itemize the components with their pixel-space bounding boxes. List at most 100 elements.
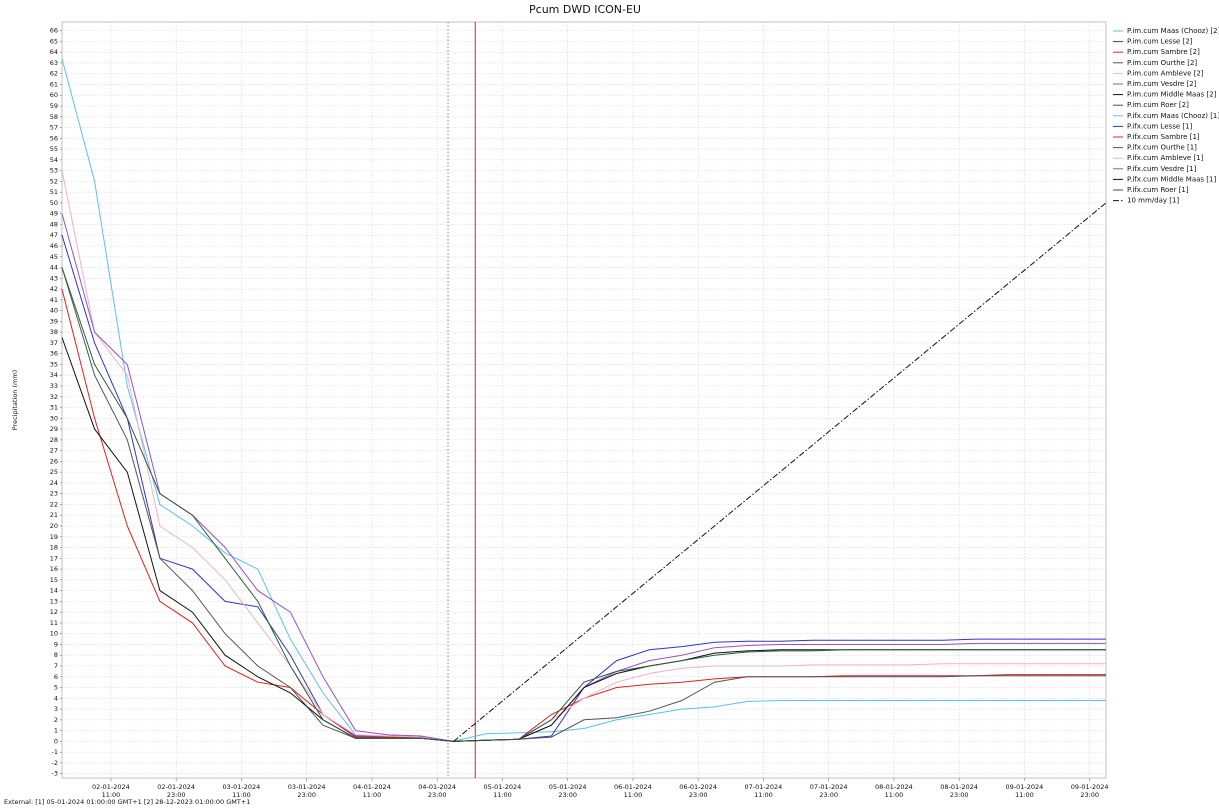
legend-label: P.im.cum Maas (Chooz) [2] [1127, 27, 1219, 35]
y-tick-label: 55 [50, 145, 58, 153]
y-tick-label: 57 [50, 124, 58, 132]
x-tick-label: 23:00 [558, 791, 577, 799]
y-tick-label: 31 [50, 404, 58, 412]
x-tick-label: 04-01-2024 [418, 783, 456, 791]
y-tick-label: 47 [50, 231, 58, 239]
legend-label: P.ifx.cum Sambre [1] [1127, 133, 1200, 141]
series-line [61, 337, 454, 742]
x-tick-label: 06-01-2024 [614, 783, 652, 791]
legend-label: P.im.cum Ourthe [2] [1127, 59, 1197, 67]
y-tick-label: 45 [50, 253, 58, 261]
y-tick-label: 43 [50, 274, 58, 282]
legend-label: P.im.cum Vesdre [2] [1127, 80, 1197, 88]
x-tick-label: 02-01-2024 [157, 783, 195, 791]
y-tick-label: 51 [50, 188, 58, 196]
y-tick-label: 32 [50, 393, 58, 401]
x-tick-label: 23:00 [297, 791, 316, 799]
y-tick-label: 60 [50, 91, 58, 99]
y-tick-label: 12 [50, 608, 58, 616]
y-tick-label: 5 [54, 684, 58, 692]
y-tick-label: 58 [50, 113, 58, 121]
legend-label: P.ifx.cum Middle Maas [1] [1127, 175, 1216, 183]
x-tick-label: 23:00 [1080, 791, 1099, 799]
y-tick-label: 13 [50, 597, 58, 605]
y-tick-label: 29 [50, 425, 58, 433]
y-tick-label: 64 [50, 48, 58, 56]
x-tick-label: 23:00 [167, 791, 186, 799]
series-line [453, 675, 1106, 742]
y-tick-label: 37 [50, 339, 58, 347]
x-tick-label: 06-01-2024 [679, 783, 717, 791]
y-tick-label: 28 [50, 436, 58, 444]
x-tick-label: 11:00 [624, 791, 643, 799]
x-tick-label: 23:00 [689, 791, 708, 799]
x-tick-label: 23:00 [428, 791, 447, 799]
y-tick-label: 65 [50, 37, 58, 45]
y-tick-label: 54 [50, 156, 58, 164]
series-line [453, 638, 1106, 742]
y-tick-label: 36 [50, 350, 58, 358]
legend-label: P.ifx.cum Roer [1] [1127, 186, 1189, 194]
y-tick-label: 62 [50, 70, 58, 78]
y-tick-label: 53 [50, 167, 58, 175]
series-line [61, 170, 454, 742]
y-tick-label: 0 [54, 737, 58, 745]
y-tick-label: 23 [50, 490, 58, 498]
y-tick-label: -2 [52, 759, 58, 767]
chart-title: Pcum DWD ICON-EU [529, 3, 641, 16]
y-tick-label: 40 [50, 307, 58, 315]
y-tick-label: -3 [52, 770, 58, 778]
y-tick-label: 41 [50, 296, 58, 304]
x-tick-label: 03-01-2024 [223, 783, 261, 791]
x-tick-label: 04-01-2024 [353, 783, 391, 791]
y-tick-label: 39 [50, 317, 58, 325]
x-tick-label: 07-01-2024 [745, 783, 783, 791]
x-tick-label: 08-01-2024 [875, 783, 913, 791]
x-tick-label: 11:00 [102, 791, 121, 799]
y-tick-label: 25 [50, 468, 58, 476]
y-tick-label: 21 [50, 511, 58, 519]
legend-label: P.ifx.cum Maas (Chooz) [1] [1127, 112, 1219, 120]
y-tick-label: 34 [50, 371, 58, 379]
legend-label: P.ifx.cum Vesdre [1] [1127, 165, 1197, 173]
footer-note: External: [1] 05-01-2024 01:00:00 GMT+1 … [4, 798, 250, 806]
y-tick-label: 33 [50, 382, 58, 390]
legend-label: P.ifx.cum Ourthe [1] [1127, 144, 1197, 152]
x-tick-label: 03-01-2024 [288, 783, 326, 791]
x-tick-label: 23:00 [819, 791, 838, 799]
series-line [61, 58, 454, 742]
series-line [453, 642, 1106, 742]
y-tick-label: 15 [50, 576, 58, 584]
y-tick-label: 50 [50, 199, 58, 207]
legend-label: P.im.cum Lesse [2] [1127, 38, 1193, 46]
y-tick-label: 3 [54, 705, 58, 713]
y-tick-label: 59 [50, 102, 58, 110]
legend-label: P.im.cum Sambre [2] [1127, 48, 1200, 56]
x-tick-label: 11:00 [493, 791, 512, 799]
y-tick-label: 49 [50, 210, 58, 218]
y-tick-label: 26 [50, 457, 58, 465]
series-line [61, 213, 454, 742]
y-axis-label: Precipitation (mm) [11, 370, 19, 430]
legend-label: P.im.cum Ambleve [2] [1127, 69, 1204, 77]
y-tick-label: 44 [50, 264, 58, 272]
y-tick-label: 1 [54, 727, 58, 735]
y-tick-label: 38 [50, 328, 58, 336]
y-tick-label: 61 [50, 80, 58, 88]
y-tick-label: 9 [54, 640, 58, 648]
legend-label: P.im.cum Middle Maas [2] [1127, 91, 1217, 99]
y-tick-label: 35 [50, 360, 58, 368]
legend-label: P.ifx.cum Ambleve [1] [1127, 154, 1204, 162]
y-tick-label: 11 [50, 619, 58, 627]
plot-area [61, 21, 1107, 779]
y-tick-label: 17 [50, 554, 58, 562]
x-tick-label: 11:00 [363, 791, 382, 799]
series-line [453, 649, 1106, 742]
y-tick-label: 63 [50, 59, 58, 67]
y-tick-label: 46 [50, 242, 58, 250]
y-tick-label: -1 [52, 748, 58, 756]
x-tick-label: 08-01-2024 [940, 783, 978, 791]
x-tick-label: 09-01-2024 [1006, 783, 1044, 791]
y-tick-label: 14 [50, 587, 58, 595]
